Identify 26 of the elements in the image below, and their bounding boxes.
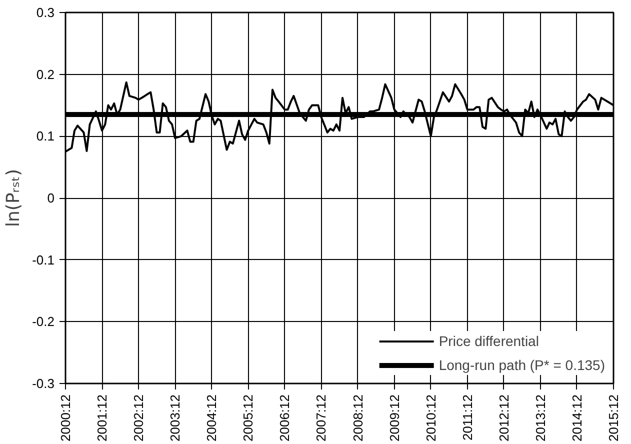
x-tick-label: 2012:12 [496,394,512,442]
x-tick-label: 2009:12 [386,394,402,442]
y-tick-label: -0.2 [32,314,55,330]
x-tick-label: 2007:12 [314,394,329,442]
x-tick-label: 2005:12 [240,394,256,442]
x-tick-label: 2000:12 [58,394,73,442]
y-axis-title: ln(Pᵣₛₜ) [3,168,24,227]
x-tick-label: 2006:12 [277,394,292,442]
x-tick-label: 2004:12 [204,394,220,442]
y-tick-label: 0.3 [36,5,55,20]
legend-label: Price differential [438,333,539,349]
y-tick-label: -0.1 [32,252,55,268]
x-tick-label: 2010:12 [423,394,438,442]
x-tick-label: 2015:12 [606,394,621,442]
x-tick-label: 2013:12 [532,394,548,442]
x-tick-label: 2003:12 [168,394,183,442]
x-tick-label: 2002:12 [131,394,146,442]
y-tick-label: 0.2 [36,66,55,82]
y-tick-label: 0.1 [36,128,55,144]
x-tick-label: 2011:12 [460,394,475,441]
x-tick-label: 2014:12 [569,394,584,442]
y-tick-label: 0 [47,190,55,206]
y-tick-label: -0.3 [32,376,55,391]
x-tick-label: 2008:12 [350,394,366,442]
x-tick-label: 2001:12 [94,394,110,442]
legend-label: Long-run path (P* = 0.135) [438,357,605,373]
